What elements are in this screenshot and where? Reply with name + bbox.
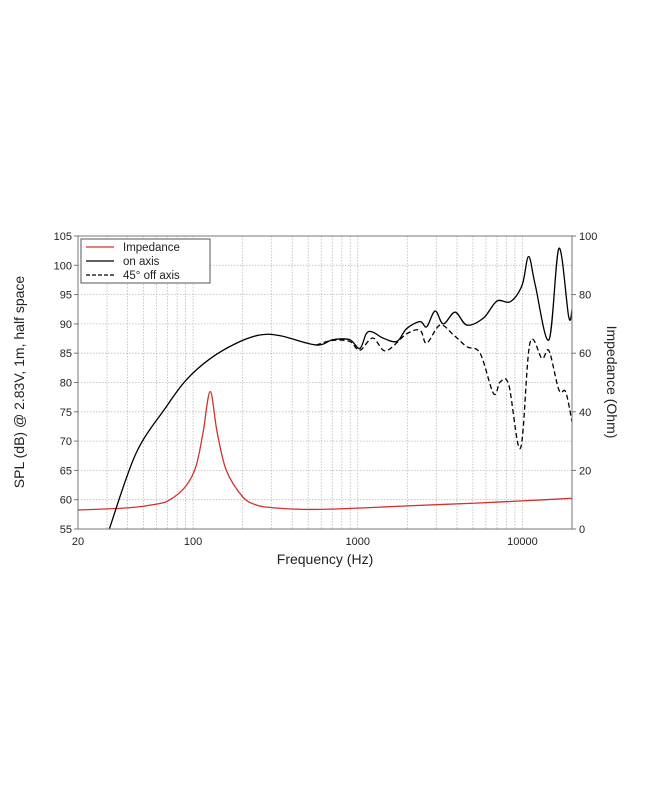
- y2-tick-label: 100: [579, 231, 597, 243]
- y2-tick-label: 40: [579, 407, 591, 419]
- legend-label-impedance: Impedance: [123, 242, 180, 254]
- y2-tick-label: 80: [579, 290, 591, 302]
- legend-label-on-axis: on axis: [123, 256, 160, 268]
- y2-tick-label: 20: [579, 465, 591, 477]
- y-tick-label: 55: [60, 524, 72, 536]
- x-tick-label: 10000: [507, 536, 538, 548]
- y-tick-label: 85: [60, 348, 72, 360]
- y-tick-label: 60: [60, 495, 72, 507]
- y-tick-label: 80: [60, 378, 72, 390]
- x-tick-label: 1000: [346, 536, 370, 548]
- legend-label-off-axis: 45° off axis: [123, 270, 180, 282]
- y-tick-label: 70: [60, 436, 72, 448]
- y2-axis-label: Impedance (Ohm): [604, 326, 620, 439]
- legend: Impedance on axis 45° off axis: [80, 238, 211, 284]
- x-tick-label: 20: [72, 536, 84, 548]
- ticks: 55 60 65 70 75 80 85 90 95 100 105 0 20 40 60 80 100 20 10…: [54, 231, 598, 548]
- y-tick-label: 65: [60, 465, 72, 477]
- x-tick-label: 100: [184, 536, 202, 548]
- x-axis-label: Frequency (Hz): [277, 551, 373, 567]
- y-tick-label: 90: [60, 319, 72, 331]
- y2-tick-label: 0: [579, 524, 585, 536]
- y-tick-label: 100: [54, 260, 72, 272]
- y-tick-label: 95: [60, 290, 72, 302]
- series-line-on-axis: [108, 247, 573, 530]
- y-tick-label: 105: [54, 231, 72, 243]
- y-tick-label: 75: [60, 407, 72, 419]
- y-axis-label: SPL (dB) @ 2.83V, 1m, half space: [11, 276, 27, 489]
- curves: [77, 247, 573, 530]
- y2-tick-label: 60: [579, 348, 591, 360]
- series-line-impedance: [77, 390, 573, 511]
- series-line-45-off-axis: [315, 324, 573, 449]
